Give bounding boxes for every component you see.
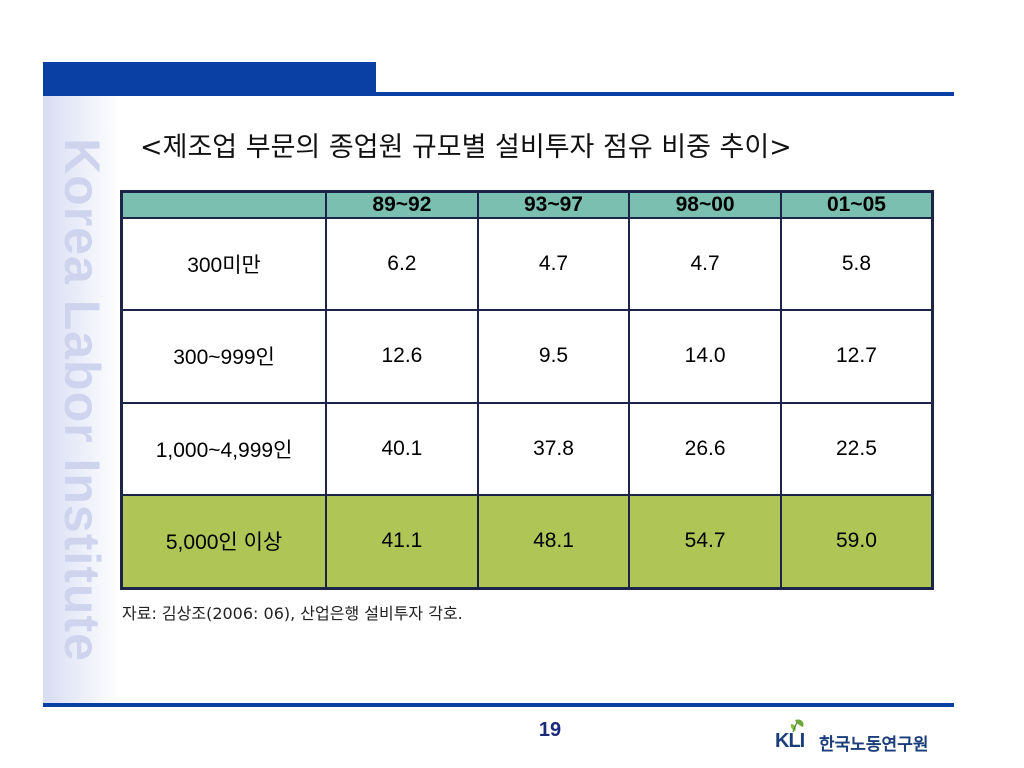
- table-cell: 48.1: [476, 493, 631, 590]
- logo-abbr: KLI: [775, 730, 805, 752]
- table-cell: 12.6: [325, 309, 479, 404]
- table-cell: 41.1: [325, 493, 479, 590]
- logo-name: 한국노동연구원: [819, 735, 929, 755]
- table-cell: 14.0: [628, 309, 782, 404]
- table-cell: 59.0: [779, 493, 934, 590]
- row-label: 300~999인: [120, 309, 328, 404]
- table-header-row: 89~92 93~97 98~00 01~05: [120, 190, 934, 219]
- table-row: 1,000~4,999인 40.1 37.8 26.6 22.5: [120, 401, 934, 496]
- data-table: 89~92 93~97 98~00 01~05 300미만 6.2 4.7 4.…: [120, 190, 934, 590]
- table-row: 300~999인 12.6 9.5 14.0 12.7: [120, 309, 934, 404]
- footer-rule: [43, 703, 954, 707]
- table-cell: 26.6: [628, 401, 782, 496]
- table-corner-cell: [120, 190, 328, 219]
- table-cell: 4.7: [476, 216, 631, 312]
- row-label: 300미만: [120, 216, 328, 312]
- table-cell: 40.1: [325, 401, 479, 496]
- watermark: Korea Labor Institute: [43, 96, 120, 704]
- column-header: 89~92: [325, 190, 479, 219]
- page-number: 19: [538, 719, 562, 741]
- column-header: 93~97: [476, 190, 631, 219]
- table-cell: 5.8: [779, 216, 934, 312]
- table-cell: 4.7: [628, 216, 782, 312]
- source-note: 자료: 김상조(2006: 06), 산업은행 설비투자 각호.: [122, 604, 463, 623]
- row-label: 1,000~4,999인: [120, 401, 328, 496]
- watermark-text: Korea Labor Institute: [53, 138, 110, 662]
- kli-logo: KLI 한국노동연구원: [773, 716, 954, 756]
- column-header: 01~05: [779, 190, 934, 219]
- table-cell: 22.5: [779, 401, 934, 496]
- column-header: 98~00: [628, 190, 782, 219]
- table-cell: 12.7: [779, 309, 934, 404]
- side-band: [43, 96, 120, 704]
- row-label: 5,000인 이상: [120, 493, 328, 590]
- table-row: 300미만 6.2 4.7 4.7 5.8: [120, 216, 934, 312]
- slide-title: <제조업 부문의 종업원 규모별 설비투자 점유 비중 추이>: [140, 132, 792, 163]
- header-rule: [43, 92, 954, 96]
- table-cell: 6.2: [325, 216, 479, 312]
- header-accent-block: [43, 62, 376, 93]
- table-cell: 54.7: [628, 493, 782, 590]
- table-cell: 37.8: [476, 401, 631, 496]
- table-row-highlighted: 5,000인 이상 41.1 48.1 54.7 59.0: [120, 493, 934, 590]
- leaf-icon: [790, 719, 804, 733]
- table-cell: 9.5: [476, 309, 631, 404]
